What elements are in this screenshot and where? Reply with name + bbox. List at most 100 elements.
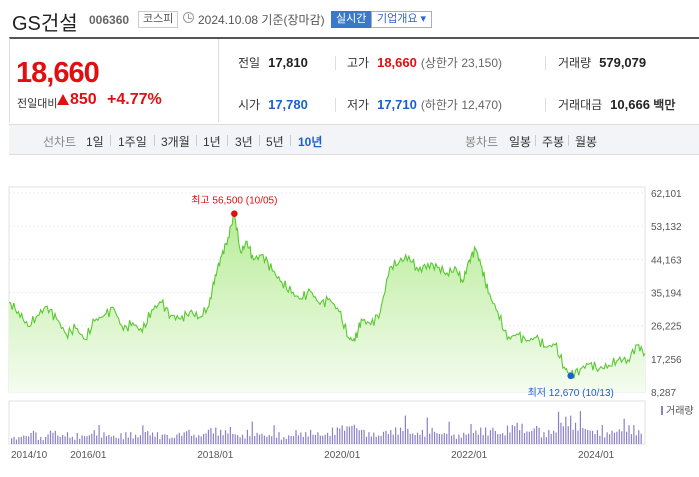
volume-bar <box>509 432 511 444</box>
volume-bar <box>261 433 263 444</box>
volume-bar <box>502 433 504 444</box>
volume-bar <box>387 434 389 444</box>
volume-bar <box>453 434 455 444</box>
volume-bar <box>336 427 338 444</box>
volume-bar <box>13 436 15 444</box>
volume-bar <box>606 432 608 444</box>
volume-bar <box>11 438 13 444</box>
volume-bar <box>361 429 363 444</box>
period-1d[interactable]: 1일 <box>86 135 104 149</box>
period-1w[interactable]: 1주일 <box>118 135 147 149</box>
volume-bar <box>169 438 171 444</box>
volume-bar <box>409 433 411 444</box>
volume-bar <box>608 434 611 444</box>
volume-bar <box>426 417 428 444</box>
volume-legend-label: 거래량 <box>666 405 694 417</box>
volume-bar <box>334 434 336 444</box>
volume-bar <box>275 437 278 444</box>
low-label: 최저 12,670 (10/13) <box>528 387 614 399</box>
volume-bar <box>271 436 273 444</box>
realtime-button[interactable]: 실시간 <box>331 11 372 28</box>
low-marker <box>567 372 575 380</box>
day-high: 고가 18,660 (상한가 23,150) <box>347 55 503 70</box>
period-10y[interactable]: 10년 <box>298 135 323 149</box>
volume-bar <box>125 432 127 444</box>
line-chart-label: 선차트 <box>43 135 77 149</box>
candle-chart-label: 봉차트 <box>465 135 499 149</box>
candle-monthly[interactable]: 월봉 <box>575 135 598 149</box>
volume-bar <box>419 434 421 444</box>
volume-bar <box>20 436 22 444</box>
volume-bar <box>18 437 20 444</box>
divider <box>290 135 291 146</box>
volume-bar <box>492 427 494 444</box>
volume-bar <box>601 425 603 444</box>
volume-bar <box>251 421 253 444</box>
volume-bar <box>516 422 518 444</box>
volume-bar <box>370 436 372 444</box>
volume-bar <box>186 431 188 444</box>
period-5y[interactable]: 5년 <box>266 135 284 149</box>
volume-bar <box>399 427 402 444</box>
volume-bar <box>353 424 355 444</box>
volume-bar <box>256 432 258 444</box>
volume-bar <box>577 430 579 444</box>
current-price: 18,660 <box>16 57 100 89</box>
y-axis: 62,101 53,132 44,163 35,194 26,225 17,256 8,28… <box>651 189 682 399</box>
divider <box>335 98 336 112</box>
volume-bar <box>365 436 368 444</box>
volume-bar <box>322 435 324 444</box>
volume-bar <box>555 432 557 444</box>
volume-bar <box>545 437 547 444</box>
volume-bar <box>604 437 606 444</box>
company-overview-button[interactable]: 기업개요 ▾ <box>371 11 433 28</box>
volume-bar <box>621 431 623 444</box>
period-3y[interactable]: 3년 <box>235 135 253 149</box>
volume-bar <box>113 435 115 444</box>
volume-bar <box>120 433 122 444</box>
stock-header: GS건설 006360 코스피 2024.10.08 기준(장마감) 실시간 기… <box>0 0 699 37</box>
volume-bar <box>436 433 438 444</box>
volume-bar <box>375 436 377 444</box>
volume-bar <box>74 439 76 444</box>
x-tick-label: 2020/01 <box>324 450 361 461</box>
divider <box>545 98 546 112</box>
volume-bar <box>59 436 61 444</box>
volume-bar <box>407 428 409 444</box>
volume-bar <box>258 434 261 444</box>
volume-bar <box>62 434 64 444</box>
volume-bar <box>273 425 275 444</box>
day-low: 저가 17,710 (하한가 12,470) <box>347 97 503 112</box>
volume-bar <box>613 432 616 444</box>
period-1y[interactable]: 1년 <box>203 135 221 149</box>
volume-bar <box>344 430 346 444</box>
price-chart[interactable]: 62,101 53,132 44,163 35,194 26,225 17,256 8,28… <box>0 165 699 477</box>
volume-bar <box>239 437 241 444</box>
volume-bar <box>523 433 526 444</box>
volume-bar <box>519 430 521 444</box>
period-3m[interactable]: 3개월 <box>161 135 190 149</box>
open-price: 시가 17,780 <box>238 97 308 112</box>
volume-bar <box>550 434 552 444</box>
volume-bar <box>531 430 533 444</box>
clock-icon <box>183 12 194 23</box>
volume-bar <box>404 415 406 444</box>
divider <box>568 135 569 146</box>
volume-bar <box>103 432 105 444</box>
volume-bar <box>599 435 601 444</box>
candle-daily[interactable]: 일봉 <box>509 135 532 149</box>
volume-bar <box>166 434 168 444</box>
chart-period-bar: 선차트 1일 1주일 3개월 1년 3년 5년 10년 봉차트 일봉 주봉 월봉 <box>9 124 699 155</box>
candle-weekly[interactable]: 주봉 <box>542 135 565 149</box>
volume-bar <box>625 431 628 444</box>
up-arrow-icon <box>57 94 69 105</box>
chart-svg: 62,101 53,132 44,163 35,194 26,225 17,256 8,28… <box>8 186 694 461</box>
divider <box>154 135 155 146</box>
volume-bar <box>429 433 431 444</box>
volume-bar <box>227 433 229 444</box>
volume-bar <box>346 426 348 444</box>
volume-bar <box>69 437 71 444</box>
volume-bar <box>638 430 640 444</box>
volume-bar <box>195 437 197 444</box>
volume-bar <box>96 435 98 444</box>
